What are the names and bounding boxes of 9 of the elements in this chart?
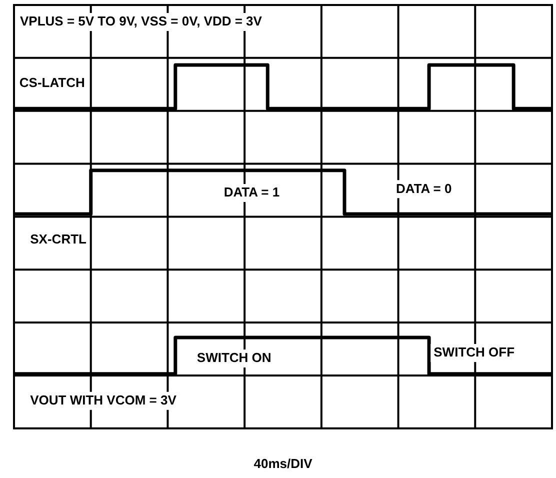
series-label: VOUT WITH VCOM = 3V <box>30 392 177 408</box>
annotation: SWITCH OFF <box>434 344 515 360</box>
annotation: SWITCH ON <box>196 350 272 366</box>
series-label: CS-LATCH <box>19 74 85 90</box>
annotation: DATA = 0 <box>396 180 452 196</box>
annotation: DATA = 1 <box>224 184 280 200</box>
x-axis-title: 40ms/DIV <box>254 456 313 471</box>
chart-title: VPLUS = 5V TO 9V, VSS = 0V, VDD = 3V <box>20 14 262 29</box>
series-label: SX-CRTL <box>30 232 87 247</box>
